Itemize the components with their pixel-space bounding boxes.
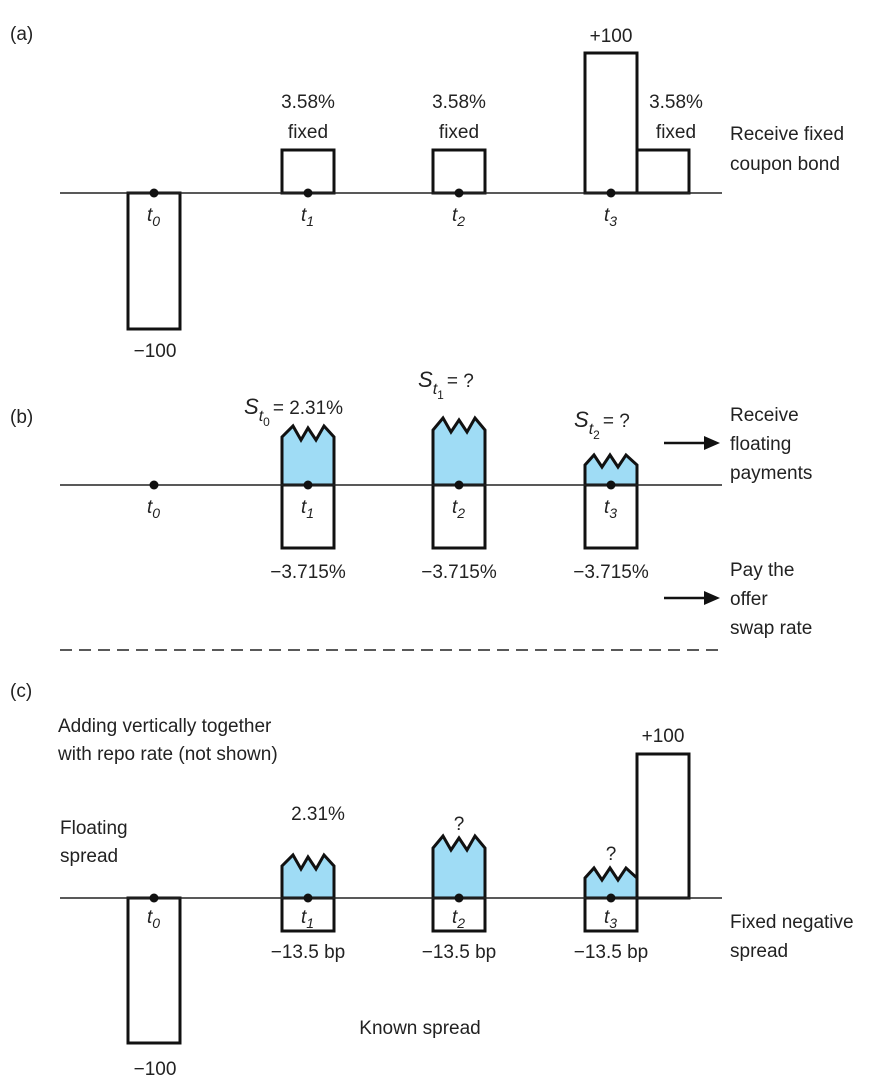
spread-value-2: −13.5 bp (422, 942, 497, 963)
floating-payment-1 (280, 423, 336, 487)
receive-fixed-label-2: coupon bond (730, 154, 840, 175)
coupon-kind-1: fixed (288, 122, 328, 143)
time-dot (303, 188, 313, 198)
panel-c-label: (c) (10, 681, 32, 702)
spread-box-2 (431, 896, 487, 933)
receive-arrow-head (704, 436, 720, 450)
coupon-box-3 (635, 148, 691, 195)
principal-in-label: +100 (590, 26, 633, 47)
principal-out-box (126, 191, 182, 331)
adding-note-1: Adding vertically together (58, 716, 272, 737)
time-dot (149, 188, 159, 198)
time-dot (454, 480, 464, 490)
fixed-negative-label-1: Fixed negative (730, 912, 854, 933)
time-label-t2: t2 (452, 205, 465, 229)
principal-out-label: −100 (134, 1059, 177, 1080)
receive-floating-label-2: floating (730, 434, 791, 455)
time-label-t3: t3 (604, 907, 617, 931)
time-dot (454, 188, 464, 198)
fixed-payment-box-2 (431, 483, 487, 550)
time-label-t0: t0 (147, 497, 160, 521)
coupon-kind-2: fixed (439, 122, 479, 143)
floating-spread-label-2: spread (60, 846, 118, 867)
floating-payment-2 (431, 415, 487, 487)
floating-spread-1 (280, 852, 336, 900)
floating-spread-2 (431, 833, 487, 900)
time-dot (454, 893, 464, 903)
time-dot (303, 480, 313, 490)
fixed-payment-label-1: −3.715% (270, 562, 346, 583)
floating-rate-label-3: St2= ? (574, 407, 630, 442)
time-label-t2: t2 (452, 497, 465, 521)
time-label-t0: t0 (147, 907, 160, 931)
floating-spread-label-1: Floating (60, 818, 128, 839)
principal-out-label: −100 (134, 341, 177, 362)
known-spread-label: Known spread (359, 1018, 480, 1039)
principal-in-box (583, 51, 639, 195)
floating-rate-label-1: St0= 2.31% (244, 394, 343, 429)
time-label-t3: t3 (604, 497, 617, 521)
coupon-rate-3: 3.58% (649, 92, 703, 113)
coupon-rate-2: 3.58% (432, 92, 486, 113)
pay-arrow-head (704, 591, 720, 605)
time-dot (303, 893, 313, 903)
spread-value-3: −13.5 bp (574, 942, 649, 963)
time-dot (606, 188, 616, 198)
coupon-box-1 (280, 148, 336, 195)
spread-box-1 (280, 896, 336, 933)
pay-swap-label-2: offer (730, 589, 768, 610)
coupon-box-2 (431, 148, 487, 195)
time-dot (149, 893, 159, 903)
time-dot (606, 480, 616, 490)
time-label-t1: t1 (301, 907, 314, 931)
time-label-t0: t0 (147, 205, 160, 229)
pay-swap-label-1: Pay the (730, 560, 794, 581)
receive-fixed-label-1: Receive fixed (730, 124, 844, 145)
fixed-negative-label-2: spread (730, 941, 788, 962)
time-label-t3: t3 (604, 205, 617, 229)
principal-out-box (126, 896, 182, 1045)
panel-a-label: (a) (10, 24, 33, 45)
adding-note-2: with repo rate (not shown) (57, 744, 278, 765)
principal-in-box (635, 752, 691, 900)
principal-in-label: +100 (642, 726, 685, 747)
coupon-kind-3: fixed (656, 122, 696, 143)
time-dot (149, 480, 159, 490)
floating-value-2: ? (454, 814, 465, 835)
time-label-t2: t2 (452, 907, 465, 931)
floating-value-1: 2.31% (291, 804, 345, 825)
receive-floating-label-3: payments (730, 463, 812, 484)
panel-b-label: (b) (10, 407, 33, 428)
time-dot (606, 893, 616, 903)
coupon-rate-1: 3.58% (281, 92, 335, 113)
fixed-payment-label-3: −3.715% (573, 562, 649, 583)
spread-value-1: −13.5 bp (271, 942, 346, 963)
receive-floating-label-1: Receive (730, 405, 799, 426)
floating-value-3: ? (606, 844, 617, 865)
time-label-t1: t1 (301, 205, 314, 229)
floating-rate-label-2: St1= ? (418, 367, 474, 402)
floating-payment-3 (583, 452, 639, 487)
time-label-t1: t1 (301, 497, 314, 521)
pay-swap-label-3: swap rate (730, 618, 812, 639)
fixed-payment-label-2: −3.715% (421, 562, 497, 583)
